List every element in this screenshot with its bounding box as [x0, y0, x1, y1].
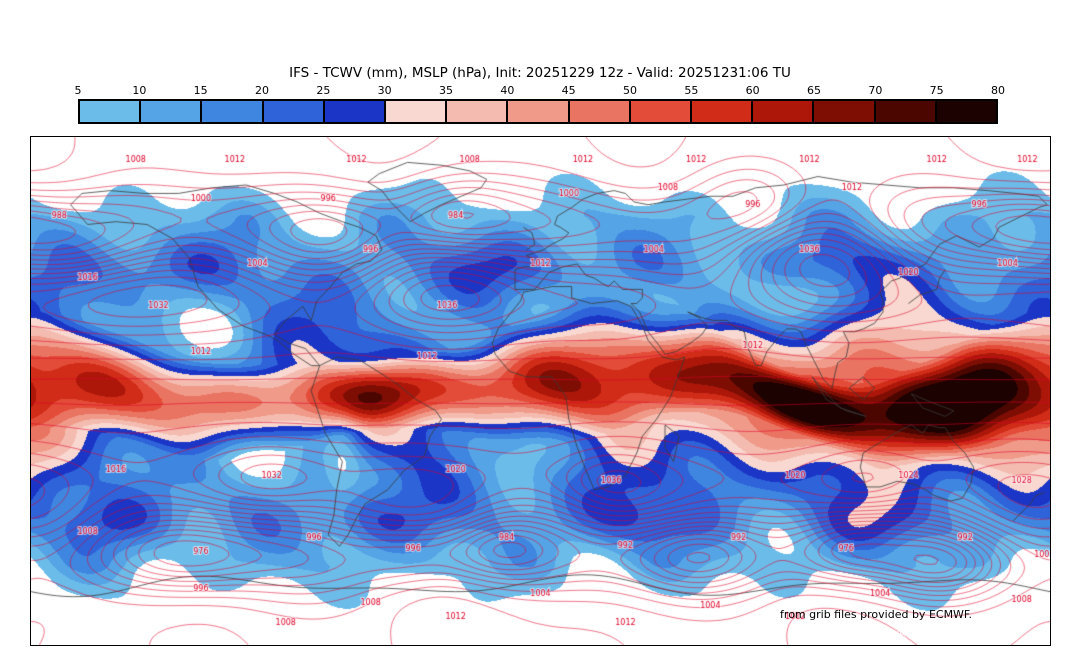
map-canvas	[31, 137, 1050, 645]
colorbar-cell	[630, 101, 693, 122]
colorbar-tick-label: 70	[868, 84, 883, 97]
colorbar-cell	[202, 101, 264, 122]
colorbar-tick-label: 65	[807, 84, 821, 97]
colorbar-cell	[80, 101, 142, 122]
colorbar-tick-label: 60	[745, 84, 760, 97]
colorbar-cell	[447, 101, 509, 122]
colorbar-cell	[569, 101, 631, 122]
colorbar-cell	[814, 101, 876, 122]
map-frame: from grib files provided by ECMWF. ©2025…	[30, 136, 1051, 646]
credit-provider: from grib files provided by ECMWF.	[780, 608, 972, 621]
colorbar-tick-label: 35	[439, 84, 453, 97]
colorbar-cell	[508, 101, 570, 122]
colorbar-tick-label: 45	[561, 84, 576, 97]
colorbar-cell	[875, 101, 937, 122]
colorbar-tick-label: 10	[132, 84, 147, 97]
colorbar-cell	[936, 101, 997, 122]
colorbar-cell	[753, 101, 815, 122]
figure-title: IFS - TCWV (mm), MSLP (hPa), Init: 20251…	[289, 65, 791, 81]
colorbar-cell	[692, 101, 754, 122]
colorbar-cell	[324, 101, 387, 122]
colorbar-tick-label: 5	[74, 84, 82, 97]
colorbar-tick-label: 15	[193, 84, 208, 97]
colorbar-tick-label: 55	[684, 84, 699, 97]
colorbar-ticks: 5 10 15 20 25 30 35 40 45 50 55 60 65 70 75 80	[74, 84, 1006, 97]
colorbar-cell	[263, 101, 325, 122]
colorbar-tick-label: 40	[500, 84, 515, 97]
credit-copyright: ©2025 sb@irizone.net	[841, 626, 966, 639]
colorbar: 5 10 15 20 25 30 35 40 45 50 55 60 65 70 75 80	[74, 84, 1006, 124]
colorbar-cells	[78, 99, 998, 124]
colorbar-tick-label: 80	[991, 84, 1005, 97]
colorbar-tick-label: 25	[316, 84, 331, 97]
colorbar-tick-label: 50	[623, 84, 637, 97]
colorbar-tick-label: 30	[377, 84, 392, 97]
colorbar-tick-label: 20	[255, 84, 269, 97]
colorbar-tick-label: 75	[929, 84, 944, 97]
colorbar-cell	[141, 101, 203, 122]
colorbar-cell	[386, 101, 448, 122]
